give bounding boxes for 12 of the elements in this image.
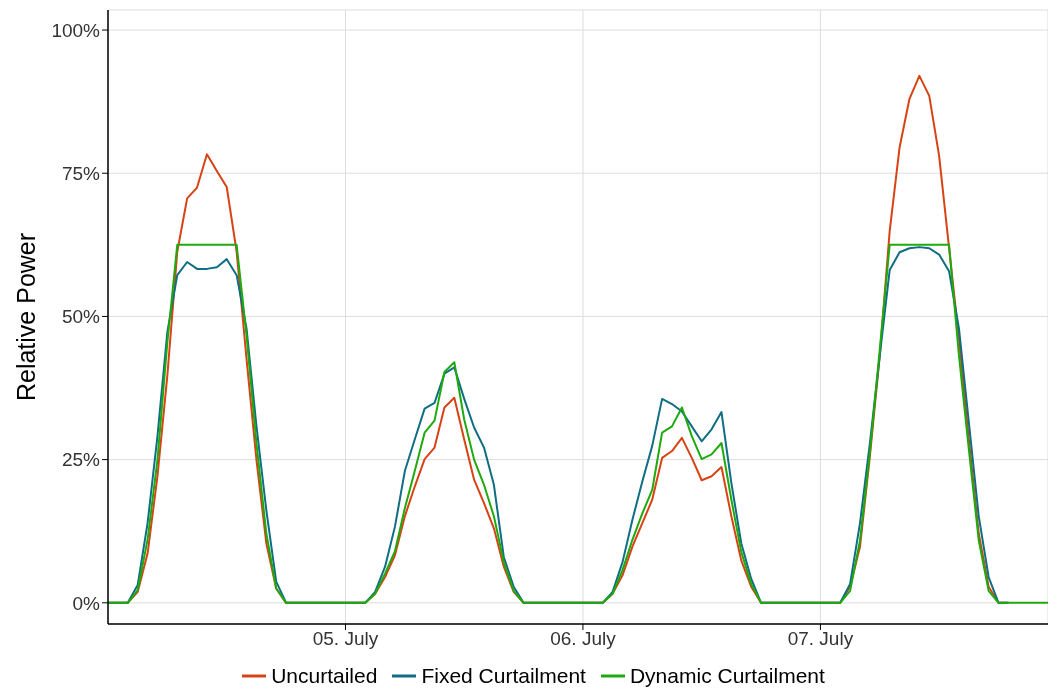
legend-label: Dynamic Curtailment [629,664,825,688]
x-tick-label: 06. July [550,628,617,650]
y-tick-label: 100% [51,19,101,41]
legend-label: Uncurtailed [271,664,378,688]
y-tick-label: 50% [61,306,101,328]
y-tick-label: 75% [61,162,101,184]
legend-label: Fixed Curtailment [421,664,586,688]
y-axis-title: Relative Power [11,232,40,402]
y-tick-label: 25% [61,449,101,471]
x-tick-label: 07. July [787,628,854,650]
y-tick-label: 0% [72,592,101,614]
x-tick-label: 05. July [312,628,379,650]
